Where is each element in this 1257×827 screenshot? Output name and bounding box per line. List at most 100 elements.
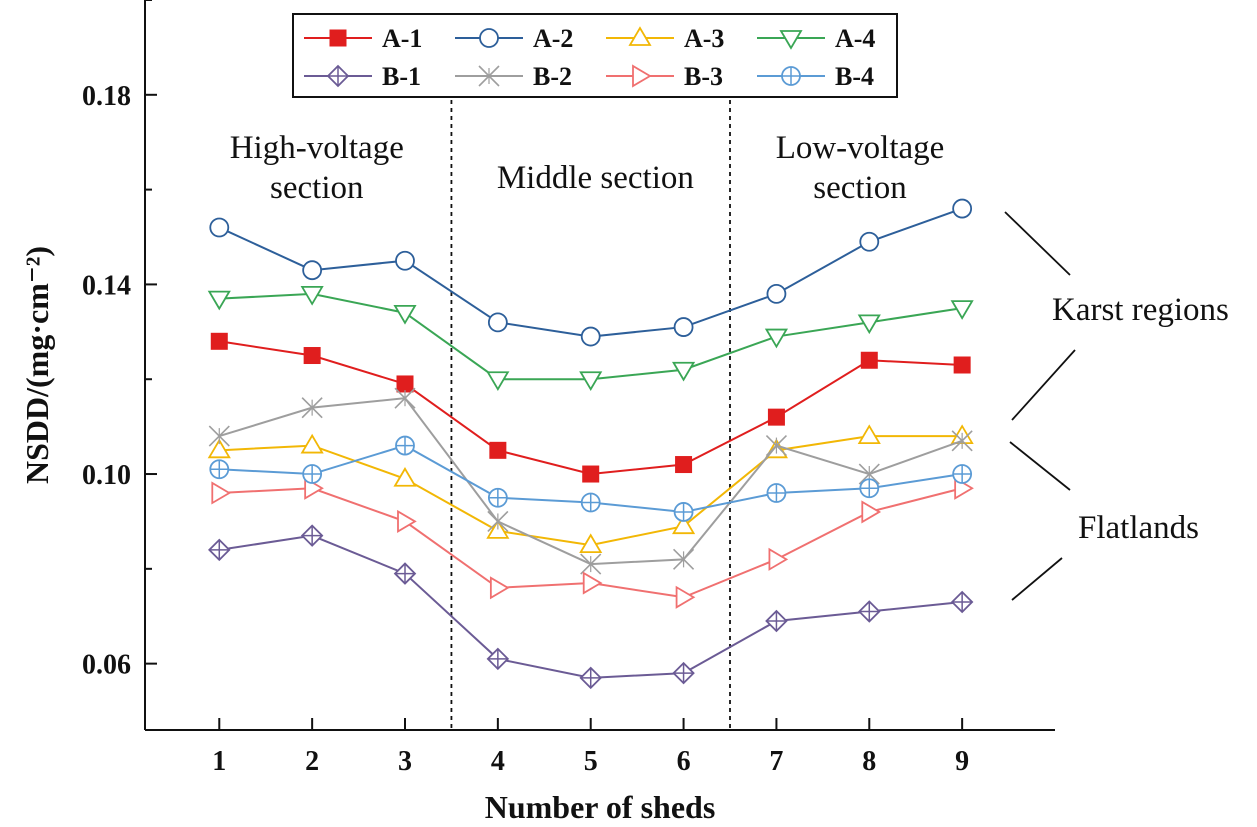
series-lines <box>207 198 974 690</box>
legend-item: A-1 <box>304 24 422 53</box>
data-point <box>765 435 787 457</box>
series-line <box>219 435 963 547</box>
x-tick-label: 1 <box>212 746 226 777</box>
annotation-flatlands: Flatlands <box>1078 510 1199 546</box>
legend-marker <box>779 30 803 50</box>
legend-item: B-4 <box>757 62 874 91</box>
legend-label: B-1 <box>382 62 421 91</box>
legend-label: B-2 <box>533 62 572 91</box>
data-point <box>580 492 601 513</box>
legend-item: B-1 <box>304 62 421 91</box>
data-point <box>857 314 881 335</box>
x-tick-label: 8 <box>862 746 876 777</box>
data-point <box>765 609 788 633</box>
data-point <box>302 260 323 281</box>
data-point <box>582 465 600 483</box>
legend-label: A-3 <box>684 24 724 53</box>
data-point <box>300 524 324 547</box>
series-line <box>219 340 963 476</box>
data-point <box>672 661 695 685</box>
annotation-leader-line <box>1009 441 1071 491</box>
annotation-leader-line <box>1011 557 1063 601</box>
x-tick-label: 4 <box>491 746 505 777</box>
data-point <box>209 459 230 480</box>
y-tick-label: 0.06 <box>82 650 131 681</box>
data-point <box>489 441 507 459</box>
data-point <box>486 371 510 391</box>
data-point <box>953 356 971 374</box>
series-line <box>218 207 963 338</box>
data-point <box>211 481 232 505</box>
data-point <box>857 424 881 445</box>
data-point <box>579 533 603 554</box>
data-point <box>952 198 973 219</box>
data-point <box>393 466 417 487</box>
data-point <box>210 332 228 350</box>
series-a-1 <box>210 332 971 483</box>
series-a-2 <box>209 198 973 347</box>
data-point <box>766 483 787 503</box>
data-point <box>303 347 321 365</box>
data-point <box>207 290 231 311</box>
x-tick-label: 7 <box>769 746 783 777</box>
series-b-2 <box>208 387 973 575</box>
data-point <box>208 425 230 447</box>
x-tick-label: 3 <box>398 746 412 777</box>
x-axis-title: Number of sheds <box>485 789 716 825</box>
data-point <box>207 438 231 459</box>
section-label-line: section <box>270 170 363 206</box>
series-b-4 <box>209 435 973 522</box>
series-b-1 <box>208 524 974 690</box>
data-point <box>580 326 601 347</box>
data-point <box>673 317 694 337</box>
x-tick-label: 5 <box>584 746 598 777</box>
x-tick-label: 2 <box>305 746 319 777</box>
data-point <box>951 430 973 452</box>
y-tick-label: 0.14 <box>82 270 131 301</box>
section-label-line: High-voltage <box>230 130 404 166</box>
data-point <box>858 600 881 623</box>
data-point <box>302 464 323 484</box>
data-point <box>768 547 789 571</box>
data-point <box>952 464 973 484</box>
section-label-line: Middle section <box>497 160 694 196</box>
data-point <box>209 217 230 238</box>
legend-item: A-4 <box>757 24 875 53</box>
data-point <box>675 585 696 609</box>
data-point <box>859 478 880 499</box>
annotation-leader-line <box>1004 211 1071 276</box>
data-point <box>487 487 508 508</box>
legend-item: B-2 <box>455 62 572 91</box>
data-point <box>579 666 602 690</box>
y-tick-label: 0.18 <box>82 81 131 112</box>
data-point <box>301 397 323 419</box>
data-point <box>489 576 510 600</box>
data-point <box>859 231 880 252</box>
y-tick-label: 0.10 <box>82 460 131 491</box>
data-point <box>950 590 974 614</box>
data-point <box>860 351 878 369</box>
data-point <box>673 502 694 522</box>
data-point <box>764 328 789 349</box>
legend-item: A-3 <box>606 24 724 53</box>
data-point <box>861 500 882 524</box>
data-point <box>582 571 603 595</box>
data-point <box>486 647 510 671</box>
legend-label: B-3 <box>684 62 723 91</box>
y-axis: 0.06 0.10 0.14 0.18 <box>82 0 157 681</box>
data-point <box>671 514 696 535</box>
series-a-4 <box>207 285 974 391</box>
data-point <box>950 300 974 320</box>
section-label: High-voltage section <box>230 130 404 206</box>
data-point <box>393 304 417 325</box>
section-label-line: Low-voltage <box>776 130 945 166</box>
legend-marker <box>326 64 350 88</box>
data-point <box>671 361 696 382</box>
data-point <box>395 250 415 271</box>
legend-label: A-4 <box>835 24 875 53</box>
data-point <box>393 562 417 585</box>
legend: A-1 A-2 A-3 A-4 B-1 B-2 B-3 B-4 <box>292 13 898 98</box>
legend-marker <box>781 66 801 86</box>
region-annotations: Karst regions Flatlands <box>1004 211 1229 601</box>
section-labels: High-voltage section Middle section Low-vol… <box>230 130 945 206</box>
